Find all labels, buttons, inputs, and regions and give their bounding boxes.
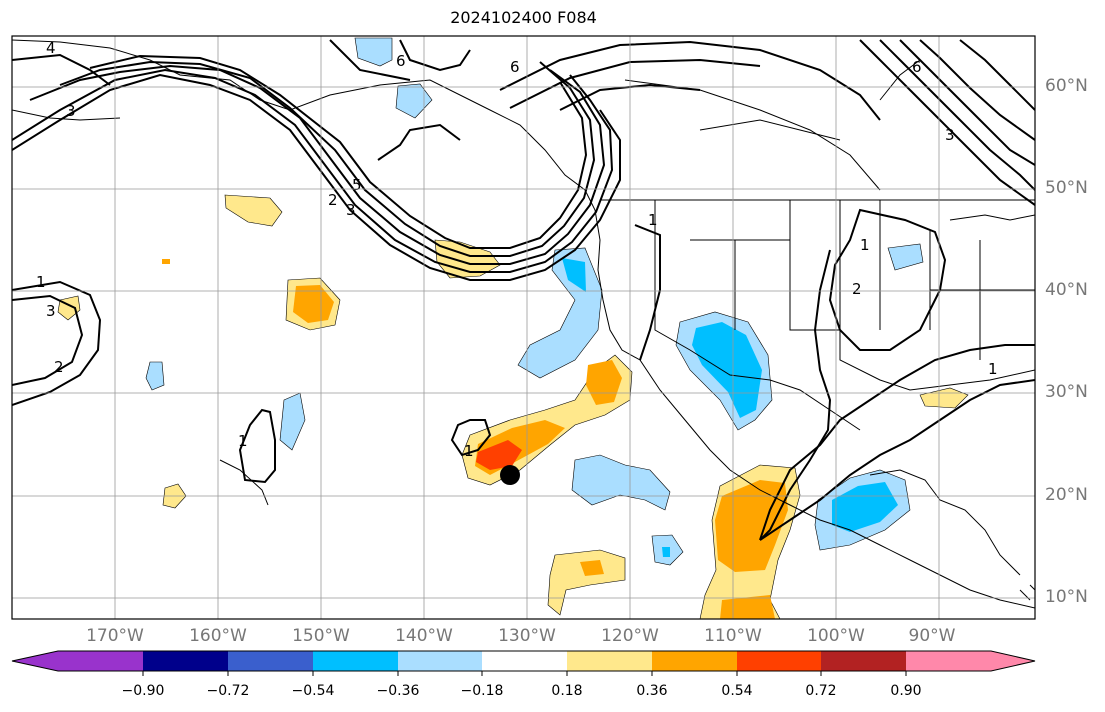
colorbar-extend-low [12,651,58,671]
contour-label: 2 [54,358,64,376]
lat-tick-label: 20°N [1045,485,1088,505]
lat-tick-label: 40°N [1045,280,1088,300]
colorbar-tick-label: −0.72 [206,683,250,699]
lon-tick-label: 130°W [498,626,556,646]
lon-tick-label: 120°W [601,626,659,646]
lon-tick-label: 160°W [189,626,247,646]
contour-label: 1 [238,432,248,450]
contour-label: 3 [346,201,356,219]
colorbar-extend-high [991,651,1035,671]
lon-tick-label: 140°W [395,626,453,646]
colorbar-tick-label: 0.90 [890,683,922,699]
lon-tick-label: 100°W [807,626,865,646]
map-frame [11,35,1036,620]
contour-label: 1 [36,273,46,291]
lon-tick-label: 90°W [908,626,956,646]
contour-label: 1 [648,211,658,229]
contour-label: 2 [328,191,338,209]
lat-tick-label: 30°N [1045,382,1088,402]
colorbar-tick-label: −0.36 [376,683,420,699]
lon-tick-label: 150°W [292,626,350,646]
colorbar-tick-label: −0.54 [291,683,335,699]
contour-label: 1 [464,442,474,460]
contour-label: 6 [396,52,406,70]
contour-label: 6 [912,58,922,76]
contour-label: 2 [852,280,862,298]
contour-label: 6 [510,58,520,76]
contour-label: 4 [46,39,56,57]
colorbar-tick-label: 0.72 [805,683,837,699]
colorbar-tick-label: −0.90 [121,683,165,699]
contour-lines [12,39,1035,541]
colorbar [11,650,1036,676]
contour-label: 1 [860,236,870,254]
lat-tick-label: 10°N [1045,587,1088,607]
shaded-regions [57,37,969,619]
map-title: 2024102400 F084 [450,8,597,27]
colorbar-tick-label: 0.54 [721,683,753,699]
contour-label: 5 [352,176,362,194]
contour-label: 3 [46,302,56,320]
lon-tick-label: 170°W [86,626,144,646]
contour-label: 3 [66,102,76,120]
colorbar-tick-label: 0.18 [551,683,583,699]
grid-lines [12,36,1035,619]
colorbar-tick-label: −0.18 [460,683,504,699]
contour-label: 3 [945,126,955,144]
lon-tick-label: 110°W [704,626,762,646]
colorbar-tick-label: 0.36 [636,683,668,699]
contour-label: 1 [988,360,998,378]
coastlines [12,39,1035,609]
lat-tick-label: 50°N [1045,178,1088,198]
lat-tick-label: 60°N [1045,76,1088,96]
map-area: 4 6 6 6 3 3 5 2 3 1 1 1 3 2 1 1 1 2 [12,36,1035,619]
storm-position-marker [500,465,520,485]
contour-labels: 4 6 6 6 3 3 5 2 3 1 1 1 3 2 1 1 1 2 [36,39,998,460]
